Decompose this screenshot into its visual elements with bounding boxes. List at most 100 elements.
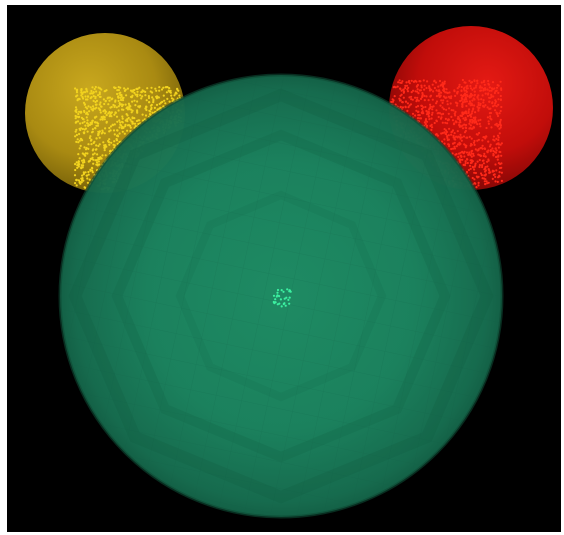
- point: [499, 80, 502, 83]
- point: [495, 169, 498, 172]
- point: [119, 86, 122, 89]
- point: [497, 103, 500, 106]
- point: [77, 160, 80, 163]
- point: [84, 95, 87, 98]
- point: [500, 166, 503, 169]
- point: [449, 102, 452, 105]
- point: [91, 86, 94, 89]
- point: [431, 126, 434, 129]
- point: [471, 121, 474, 124]
- point: [437, 115, 440, 119]
- point: [447, 95, 451, 98]
- point: [95, 99, 99, 102]
- point: [464, 160, 467, 163]
- point: [500, 105, 503, 109]
- point: [74, 168, 77, 172]
- point: [422, 79, 425, 82]
- point: [463, 143, 466, 146]
- point: [406, 90, 410, 93]
- point: [84, 186, 87, 189]
- point: [444, 129, 448, 132]
- point: [469, 167, 472, 170]
- point: [117, 89, 120, 92]
- point: [424, 122, 427, 126]
- point: [435, 89, 438, 92]
- point: [487, 168, 490, 171]
- point: [441, 121, 444, 124]
- point: [110, 141, 113, 144]
- point: [85, 174, 88, 177]
- point: [170, 97, 173, 100]
- point: [86, 152, 89, 155]
- point: [74, 87, 77, 90]
- point: [124, 123, 127, 126]
- point: [468, 100, 471, 103]
- point: [131, 100, 134, 103]
- scene-canvas: [25, 26, 553, 519]
- point: [490, 87, 494, 90]
- point: [80, 111, 83, 114]
- point: [107, 103, 110, 106]
- point: [289, 290, 292, 293]
- point: [134, 104, 137, 107]
- point: [458, 125, 461, 128]
- point: [138, 86, 141, 89]
- point: [493, 173, 496, 176]
- point: [499, 143, 502, 146]
- point: [443, 82, 446, 85]
- point: [118, 103, 122, 106]
- point: [121, 117, 124, 120]
- point: [148, 109, 151, 112]
- point: [463, 123, 466, 126]
- point: [155, 89, 158, 92]
- point: [153, 106, 156, 109]
- point: [482, 89, 485, 92]
- point: [81, 139, 84, 142]
- point: [170, 94, 173, 97]
- point: [486, 165, 489, 168]
- point: [141, 95, 144, 98]
- point: [118, 132, 121, 135]
- point: [495, 149, 498, 152]
- point: [423, 88, 426, 91]
- point: [420, 111, 423, 114]
- point: [109, 129, 112, 132]
- point: [435, 95, 438, 98]
- point: [500, 88, 503, 91]
- point: [465, 87, 469, 90]
- point: [81, 174, 84, 177]
- point: [145, 108, 148, 112]
- point: [115, 115, 119, 118]
- point: [419, 97, 423, 100]
- point: [454, 138, 457, 141]
- point: [484, 155, 487, 158]
- point: [469, 94, 472, 97]
- point: [471, 88, 474, 91]
- point: [402, 90, 406, 93]
- point: [481, 94, 484, 97]
- point: [127, 116, 130, 120]
- point: [81, 166, 84, 169]
- point: [151, 91, 154, 94]
- point: [82, 173, 85, 176]
- point: [458, 121, 461, 124]
- point: [112, 129, 116, 132]
- point: [499, 118, 502, 121]
- point: [473, 139, 476, 143]
- point: [91, 167, 94, 170]
- point: [440, 83, 443, 86]
- point: [89, 123, 92, 126]
- point: [123, 87, 126, 90]
- point: [92, 162, 95, 165]
- point: [471, 110, 474, 113]
- point: [104, 127, 107, 130]
- point: [417, 99, 420, 102]
- point: [478, 122, 481, 125]
- point: [468, 108, 471, 111]
- point: [491, 81, 495, 84]
- point: [121, 115, 124, 118]
- point: [438, 92, 441, 95]
- point: [83, 91, 87, 94]
- point: [272, 294, 276, 297]
- point: [496, 180, 499, 183]
